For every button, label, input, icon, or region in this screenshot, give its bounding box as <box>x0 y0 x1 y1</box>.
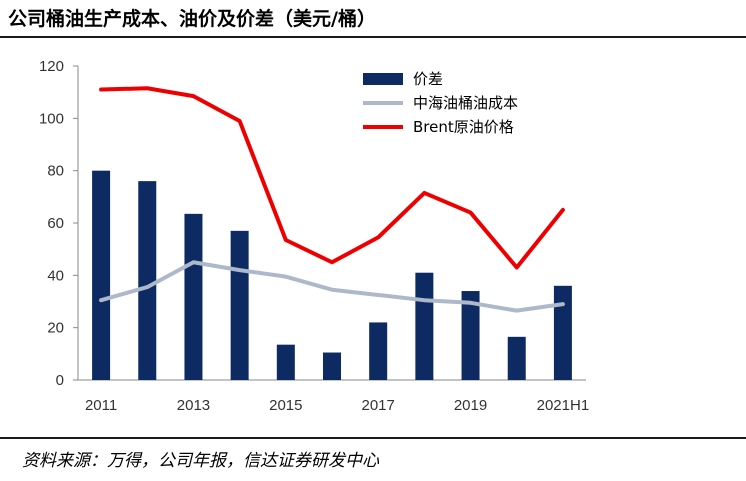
x-tick-label: 2011 <box>85 397 117 414</box>
legend-label: Brent原油价格 <box>413 118 514 136</box>
bar-price-spread <box>230 230 249 380</box>
title-divider <box>0 36 746 38</box>
x-tick-label: 2013 <box>177 397 210 414</box>
bar-price-spread <box>276 344 295 380</box>
bar-price-spread <box>323 352 341 380</box>
line-series <box>99 86 565 313</box>
y-tick-label: 40 <box>47 267 64 284</box>
footer-divider <box>0 437 746 439</box>
bar-price-spread <box>415 272 434 380</box>
x-tick-label: 2015 <box>269 397 302 414</box>
bar-price-spread <box>138 181 157 380</box>
legend-label: 中海油桶油成本 <box>413 94 518 112</box>
x-tick-label: 2017 <box>361 397 394 414</box>
y-tick-label: 20 <box>47 320 64 337</box>
bar-price-spread <box>92 170 111 380</box>
x-tick-label: 2019 <box>454 397 487 414</box>
bar-price-spread <box>184 213 203 380</box>
y-tick-label: 0 <box>56 372 64 389</box>
y-tick-label: 80 <box>47 163 64 180</box>
bar-series <box>92 170 572 380</box>
y-axis: 0 20 40 60 80 100 120 <box>39 58 79 389</box>
y-tick-label: 100 <box>39 110 64 127</box>
bar-price-spread <box>507 336 526 380</box>
legend-swatch-bar <box>363 73 403 85</box>
x-axis: 2011 2013 2015 2017 2019 2021H1 <box>78 379 590 414</box>
bar-price-spread <box>461 291 480 380</box>
x-tick-label: 2021H1 <box>537 397 590 414</box>
y-tick-label: 120 <box>39 58 64 75</box>
line-brent-price <box>99 86 565 270</box>
source-note: 资料来源：万得，公司年报，信达证券研发中心 <box>22 451 379 471</box>
bar-price-spread <box>553 285 572 380</box>
y-tick-label: 60 <box>47 215 64 232</box>
chart: 0 20 40 60 80 100 120 2011 2013 2015 2017 2019 2021… <box>39 58 590 414</box>
line-production-cost <box>99 260 565 313</box>
chart-title: 公司桶油生产成本、油价及价差（美元/桶） <box>8 8 376 30</box>
legend-label: 价差 <box>413 70 443 88</box>
bar-price-spread <box>369 322 388 380</box>
